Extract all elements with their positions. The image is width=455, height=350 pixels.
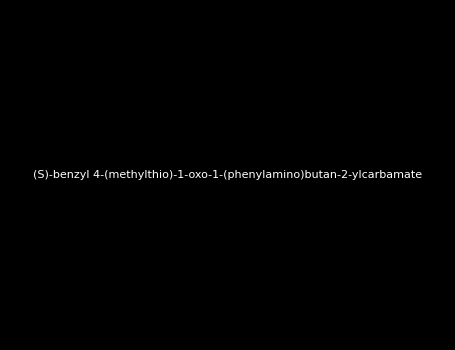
Text: (S)-benzyl 4-(methylthio)-1-oxo-1-(phenylamino)butan-2-ylcarbamate: (S)-benzyl 4-(methylthio)-1-oxo-1-(pheny… (33, 170, 422, 180)
